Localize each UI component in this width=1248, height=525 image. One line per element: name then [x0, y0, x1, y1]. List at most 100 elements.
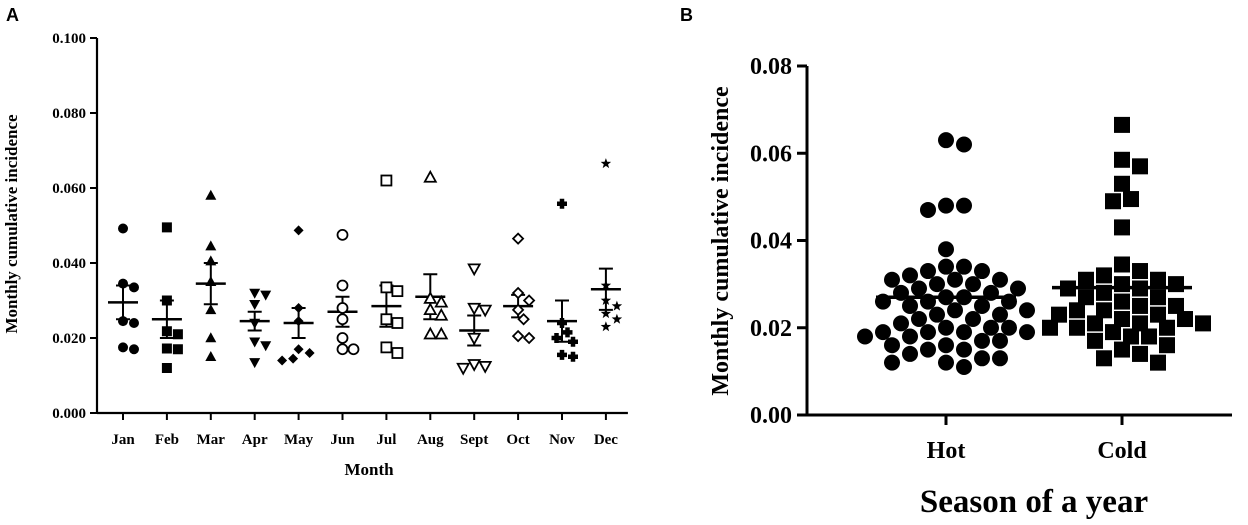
panel-a-point: [423, 302, 438, 316]
panel-b-point: [1105, 324, 1121, 341]
panel-a-point: [172, 344, 183, 355]
panel-b-point: [956, 136, 972, 153]
panel-a-point: [161, 363, 172, 373]
panel-b-point: [875, 324, 891, 341]
panel-b-point: [902, 267, 918, 284]
panel-a-point: [551, 333, 562, 343]
panel-a-series-dec: [590, 158, 623, 332]
panel-b-point: [956, 324, 972, 341]
panel-a-point: [478, 304, 493, 318]
panel-b-point: [1114, 293, 1130, 310]
panel-a-x-tick-label: Sept: [460, 432, 488, 448]
panel-a-x-tick-label: Jun: [330, 432, 355, 448]
panel-a-y-tick-label: 0.080: [52, 106, 86, 122]
panel-a-point: [511, 232, 525, 245]
panel-b-point: [992, 306, 1008, 323]
panel-a-point: [380, 174, 393, 187]
panel-a-x-axis-label: Month: [344, 460, 394, 479]
panel-b-point: [920, 201, 936, 218]
panel-a-point: [293, 225, 304, 236]
panel-b-point: [911, 280, 927, 297]
panel-a-point: [557, 198, 567, 209]
panel-a-point: [288, 353, 299, 364]
panel-b-point: [1010, 280, 1026, 297]
panel-b-point: [1078, 289, 1094, 306]
panel-b-point: [1114, 151, 1130, 168]
panel-b-point: [965, 276, 981, 293]
panel-b-point: [1123, 328, 1139, 345]
panel-b-point: [1001, 319, 1017, 336]
panel-b-point: [947, 302, 963, 319]
panel-b-point: [1150, 271, 1166, 288]
panel-b-point: [1042, 319, 1058, 336]
panel-a-x-tick-label: Nov: [549, 432, 575, 448]
panel-b-series-cold: [1042, 116, 1211, 371]
panel-b-point: [1150, 354, 1166, 371]
panel-a-point: [380, 313, 393, 326]
panel-b-point: [902, 297, 918, 314]
panel-a-point: [391, 285, 404, 298]
panel-a-point: [118, 342, 128, 353]
panel-b-point: [1195, 315, 1211, 332]
panel-a-point: [205, 351, 217, 361]
panel-b-point: [884, 271, 900, 288]
panel-b-y-axis: 0.00 0.02 0.04 0.06 0.08: [750, 54, 809, 429]
panel-b-point: [1159, 337, 1175, 354]
panel-b-point: [1168, 297, 1184, 314]
panel-a-point: [161, 343, 172, 354]
panel-a-x-tick-label: May: [284, 432, 314, 448]
panel-a-point: [249, 318, 261, 329]
panel-a-series-oct: [503, 232, 536, 345]
panel-b-point: [956, 197, 972, 214]
panel-a-point: [434, 307, 449, 321]
panel-a-point: [293, 303, 304, 313]
panel-b-point: [938, 241, 954, 258]
panel-a-x-tick-label: Apr: [242, 432, 268, 448]
panel-b-point: [938, 319, 954, 336]
panel-a-series-mar: [195, 189, 226, 361]
panel-b-point: [956, 258, 972, 275]
panel-a-point: [336, 279, 349, 292]
panel-b-point: [938, 337, 954, 354]
panel-a-point: [336, 313, 349, 326]
panel-b-y-tick-label: 0.00: [750, 403, 792, 429]
panel-a-x-tick-label: Dec: [594, 432, 618, 448]
panel-b-point: [1123, 191, 1139, 208]
panel-b-point: [1019, 324, 1035, 341]
panel-a-point: [434, 326, 449, 340]
panel-b-series-hot: [857, 132, 1035, 376]
panel-a-point: [205, 304, 217, 315]
panel-a-point: [611, 300, 623, 311]
panel-a-point: [423, 326, 438, 340]
panel-a-point: [205, 240, 217, 251]
panel-b-point: [1177, 311, 1193, 328]
panel-a-point: [557, 349, 567, 360]
panel-a-series-nov: [547, 198, 578, 362]
panel-b-point: [1159, 319, 1175, 336]
panel-b-point: [920, 324, 936, 341]
panel-b-point: [938, 258, 954, 275]
panel-a-point: [562, 327, 573, 338]
panel-b-point: [1078, 271, 1094, 288]
panel-a-point: [600, 295, 612, 305]
panel-b-point: [1132, 297, 1148, 314]
panel-a-series-sept: [456, 263, 493, 376]
panel-b-point: [1168, 276, 1184, 293]
panel-a-point: [347, 343, 360, 356]
panel-b-point: [947, 271, 963, 288]
panel-b-point: [1114, 311, 1130, 328]
panel-a-point: [129, 318, 139, 328]
panel-b-x-axis: Hot Cold: [807, 413, 1232, 464]
panel-b-x-tick-label: Cold: [1097, 438, 1147, 464]
panel-a-point: [249, 288, 261, 299]
panel-a-point: [423, 169, 438, 183]
panel-a-point: [600, 280, 612, 290]
panel-b-marks: [857, 116, 1211, 376]
panel-a-point: [600, 158, 612, 169]
panel-b-y-tick-label: 0.06: [750, 141, 792, 167]
panel-a-series-apr: [239, 288, 272, 369]
panel-b-point: [1132, 263, 1148, 280]
panel-b-point: [1019, 302, 1035, 319]
panel-a-point: [511, 329, 525, 343]
